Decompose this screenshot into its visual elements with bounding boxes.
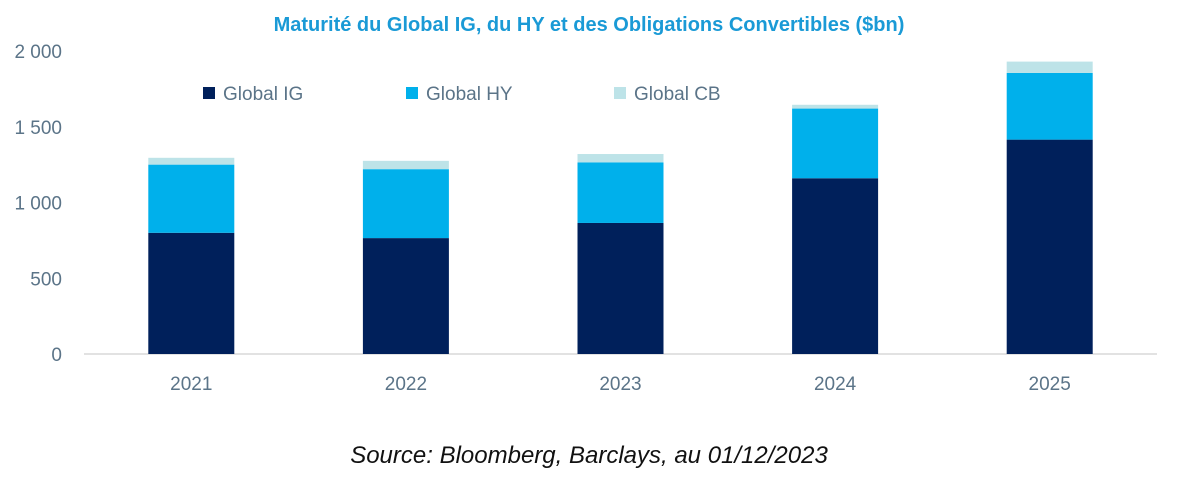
bar-global-hy-2022 [362,169,449,239]
bar-global-ig-2021 [148,232,235,354]
bar-global-hy-2025 [1006,72,1093,140]
bar-global-cb-2021 [148,157,235,165]
stacked-bar-chart: 0 500 1 000 1 500 2 000 2021 2022 2023 2024 2025… [14,42,1157,395]
y-tick-label: 500 [30,269,62,290]
x-axis-tick-labels: 2021 2022 2023 2024 2025 [170,374,1071,395]
bar-global-cb-2022 [362,160,449,170]
bars [148,61,1093,354]
chart-title: Maturité du Global IG, du HY et des Obli… [273,14,905,36]
x-tick-label: 2023 [599,374,641,395]
y-tick-label: 1 000 [14,194,62,215]
bar-global-cb-2025 [1006,61,1093,73]
x-tick-label: 2025 [1029,374,1071,395]
legend-label: Global CB [634,84,721,105]
bar-global-ig-2024 [792,178,879,354]
x-tick-label: 2024 [814,374,857,395]
y-tick-label: 0 [51,345,62,366]
bar-global-cb-2023 [577,154,664,163]
bar-global-hy-2024 [792,108,879,179]
y-tick-label: 1 500 [14,118,62,139]
bar-global-cb-2024 [792,104,879,109]
source-note: Source: Bloomberg, Barclays, au 01/12/20… [350,442,828,469]
legend-label: Global HY [426,84,513,105]
x-tick-label: 2022 [385,374,427,395]
y-axis-tick-labels: 0 500 1 000 1 500 2 000 [14,42,62,366]
legend-swatch [406,87,418,99]
bar-global-ig-2022 [362,238,449,354]
bar-global-ig-2025 [1006,139,1093,354]
legend-swatch [203,87,215,99]
bar-global-ig-2023 [577,222,664,354]
bar-global-hy-2023 [577,162,664,223]
bar-global-hy-2021 [148,164,235,233]
legend-label: Global IG [223,84,303,105]
x-tick-label: 2021 [170,374,212,395]
y-tick-label: 2 000 [14,42,62,63]
legend-swatch [614,87,626,99]
legend: Global IG Global HY Global CB [203,84,721,105]
